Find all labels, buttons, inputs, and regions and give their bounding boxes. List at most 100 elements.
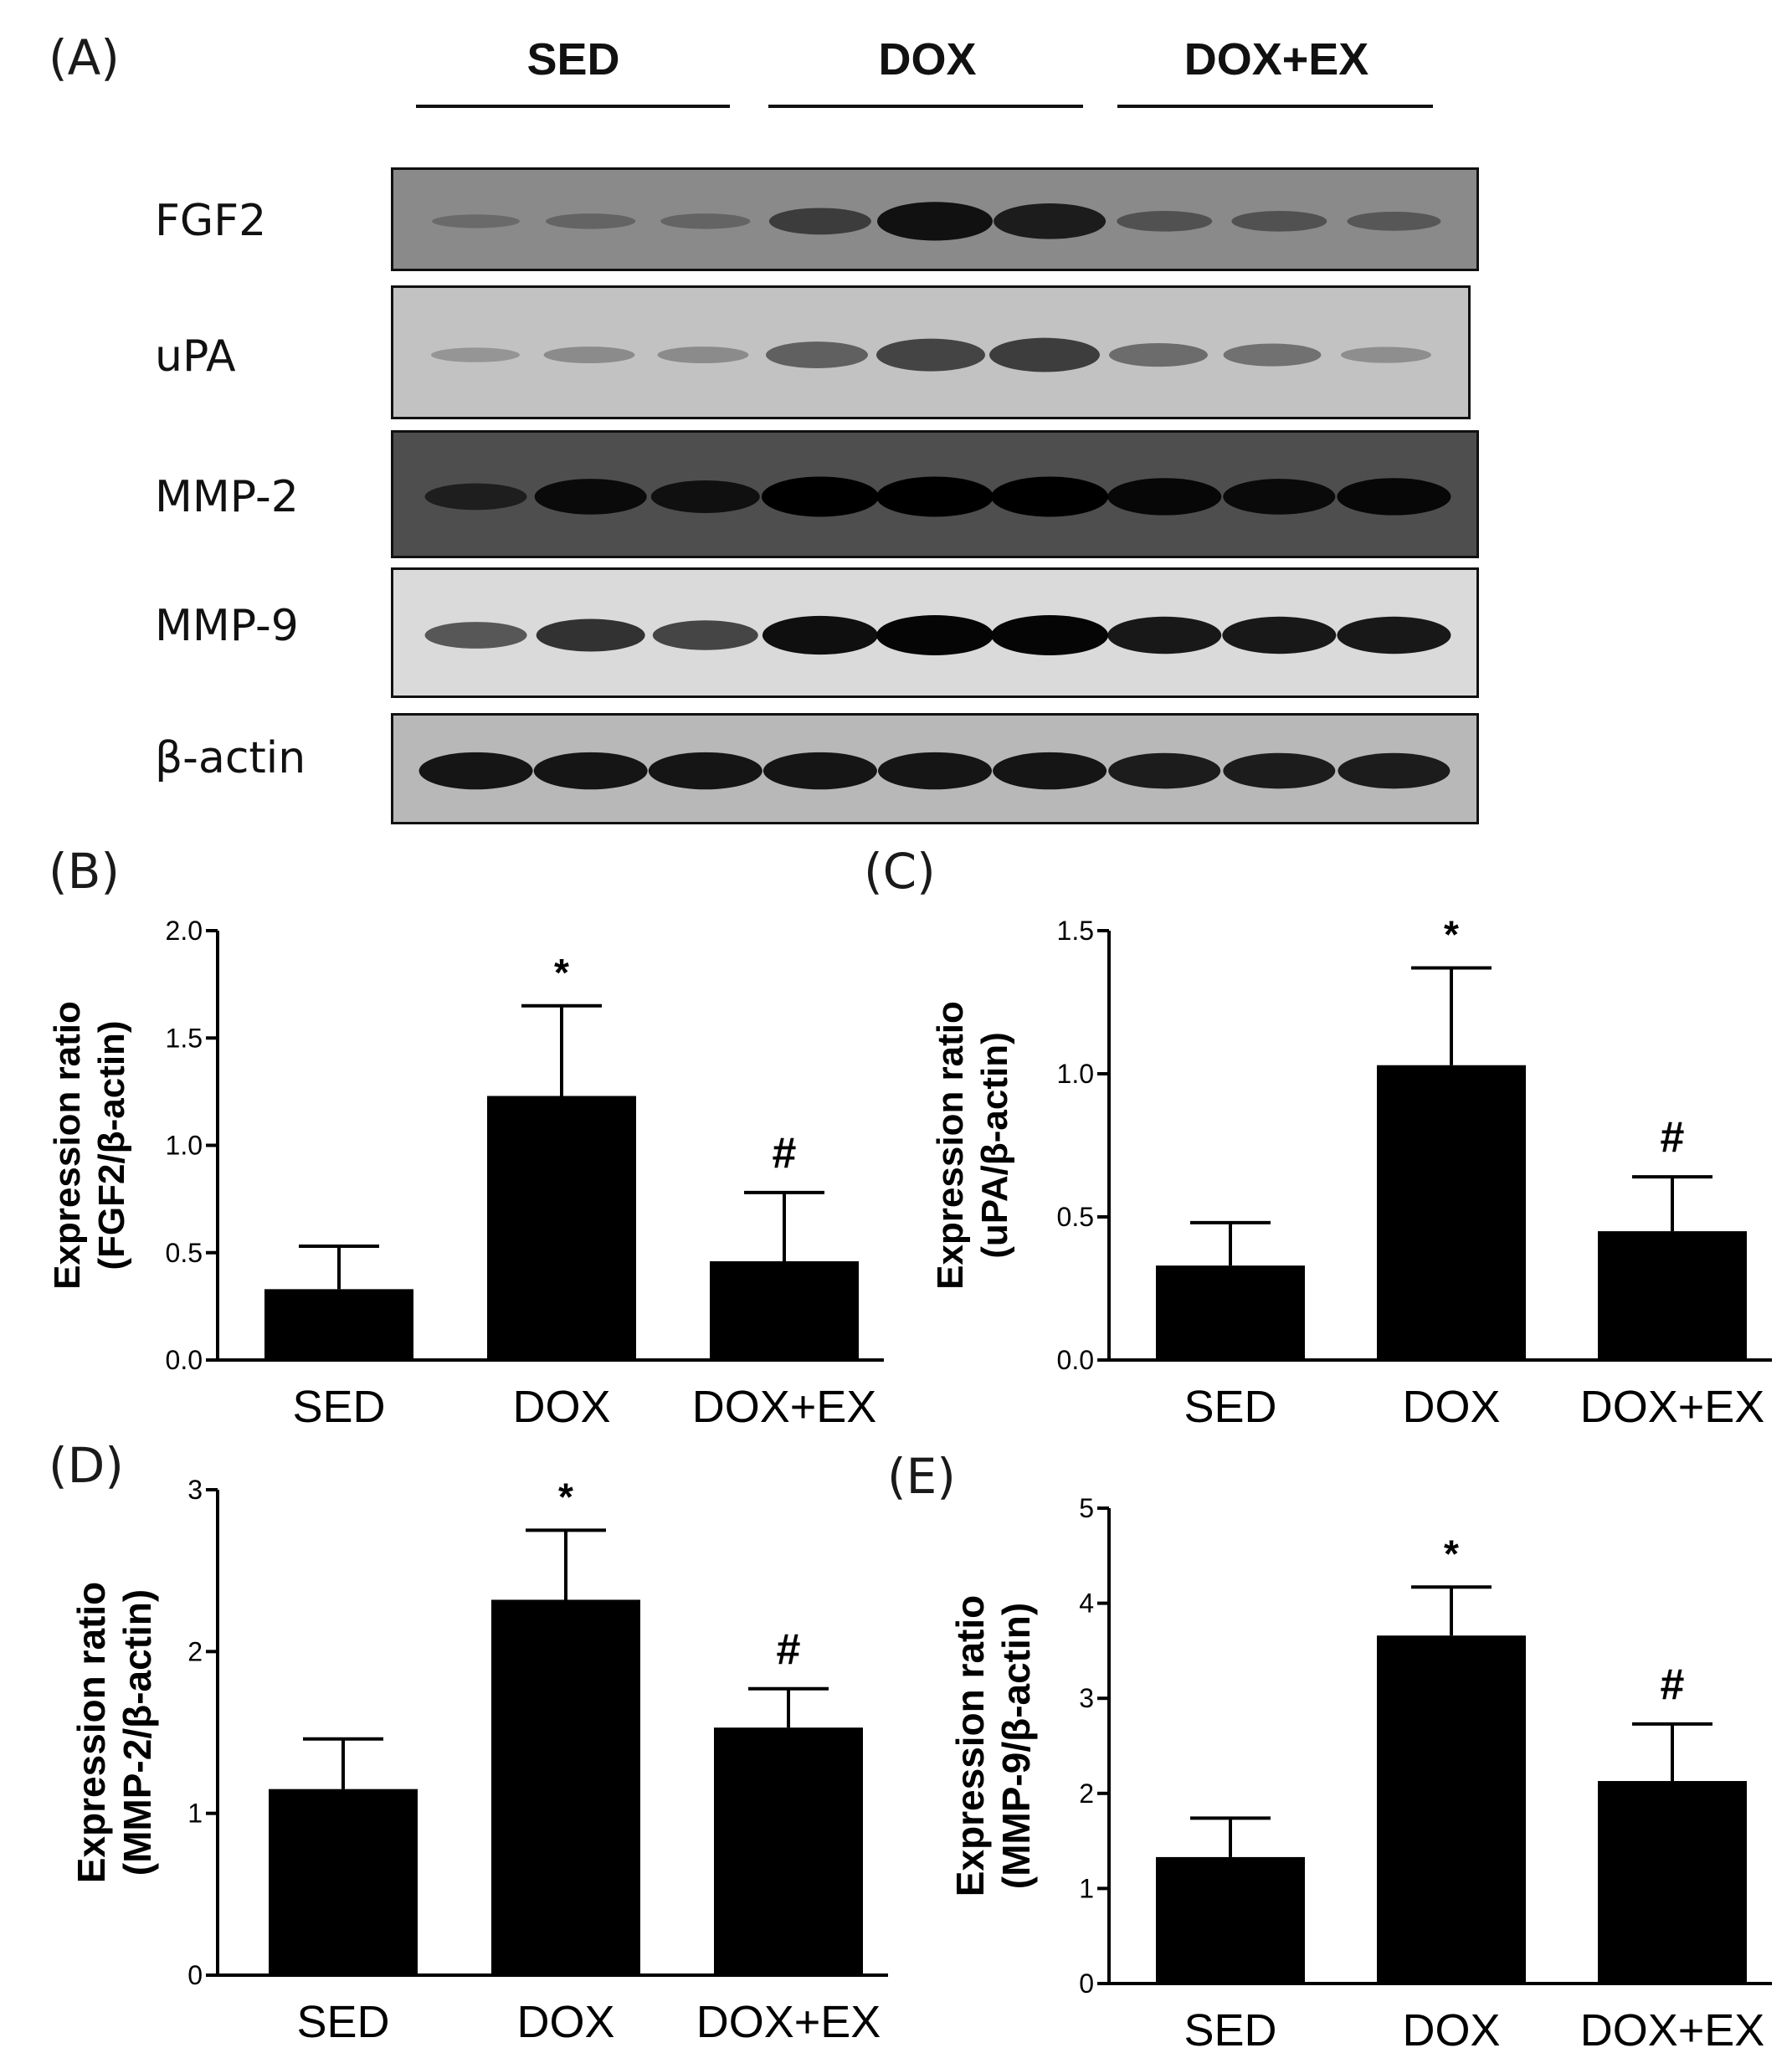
blot-band-lane-4 bbox=[762, 615, 878, 655]
y-axis-label: Expression ratio bbox=[47, 1001, 88, 1290]
y-tick-label: 0.5 bbox=[1057, 1202, 1094, 1232]
bar-dox-ex bbox=[710, 1261, 859, 1360]
blot-band-lane-5 bbox=[876, 338, 985, 372]
blot-band-lane-2 bbox=[543, 346, 635, 364]
blot-strip-mmp2 bbox=[391, 430, 1479, 558]
blot-band-lane-3 bbox=[657, 346, 749, 364]
y-tick-label: 1.5 bbox=[1057, 916, 1094, 946]
panel-b-letter: (B) bbox=[49, 843, 121, 900]
x-tick-label-dox-ex: DOX+EX bbox=[692, 1382, 877, 1432]
y-axis-label: Expression ratio bbox=[930, 1001, 971, 1290]
blot-band-lane-4 bbox=[766, 341, 868, 368]
blot-band-lane-2 bbox=[534, 479, 647, 515]
significance-star: * bbox=[1444, 912, 1459, 956]
blot-label-upa: uPA bbox=[155, 331, 236, 382]
blot-band-lane-3 bbox=[652, 620, 758, 650]
chart-b-fgf2: 0.0 0.5 1.0 1.5 2.0 Expression ratio (FGF2/β-a… bbox=[47, 916, 884, 1432]
panel-d-letter: (D) bbox=[49, 1437, 124, 1494]
y-axis-label-unit: (uPA/β-actin) bbox=[974, 1032, 1015, 1258]
blot-band-lane-1 bbox=[418, 752, 533, 790]
significance-star: * bbox=[558, 1475, 573, 1518]
bar-sed bbox=[1156, 1856, 1305, 1984]
blot-band-lane-1 bbox=[432, 214, 520, 228]
blot-label-mmp2: MMP-2 bbox=[155, 472, 299, 522]
blot-strip-upa bbox=[391, 285, 1471, 419]
blot-band-lane-1 bbox=[431, 347, 520, 362]
x-tick-label-sed: SED bbox=[292, 1382, 385, 1432]
blot-band-lane-7 bbox=[1107, 616, 1222, 654]
blot-band-lane-9 bbox=[1338, 752, 1451, 789]
y-axis-label-unit: (MMP-9/β-actin) bbox=[994, 1603, 1038, 1889]
blot-strip-fgf2 bbox=[391, 167, 1479, 271]
blot-band-lane-6 bbox=[991, 615, 1109, 655]
y-axis-label-unit: (FGF2/β-actin) bbox=[91, 1020, 132, 1270]
y-tick-label: 0.0 bbox=[166, 1345, 203, 1375]
blot-band-lane-6 bbox=[993, 752, 1107, 790]
y-tick-label: 1.5 bbox=[166, 1023, 203, 1053]
blot-band-lane-5 bbox=[877, 202, 993, 241]
y-tick-label: 2 bbox=[187, 1636, 203, 1666]
blot-band-lane-2 bbox=[536, 618, 645, 652]
group-line-sed bbox=[416, 105, 730, 108]
y-tick-label: 3 bbox=[187, 1475, 203, 1505]
blot-band-lane-8 bbox=[1222, 616, 1337, 654]
significance-star: * bbox=[1444, 1532, 1459, 1575]
group-label-sed: SED bbox=[526, 34, 620, 85]
bar-dox bbox=[487, 1096, 636, 1360]
blot-label-fgf2: FGF2 bbox=[155, 196, 267, 246]
y-tick-label: 1.0 bbox=[1057, 1059, 1094, 1089]
panel-a-letter: (A) bbox=[49, 29, 120, 86]
blot-band-lane-7 bbox=[1109, 342, 1208, 367]
bar-dox-ex bbox=[1598, 1231, 1747, 1360]
group-line-dox bbox=[768, 105, 1083, 108]
blot-band-lane-9 bbox=[1341, 346, 1431, 363]
y-tick-label: 0 bbox=[187, 1960, 203, 1990]
group-label-dox-ex: DOX+EX bbox=[1184, 34, 1369, 85]
blot-band-lane-8 bbox=[1231, 211, 1327, 232]
blot-band-lane-3 bbox=[660, 213, 751, 229]
significance-hash: # bbox=[1661, 1660, 1685, 1709]
blot-band-lane-7 bbox=[1107, 478, 1222, 516]
y-tick-label: 1 bbox=[1079, 1873, 1094, 1903]
blot-strip-mmp9 bbox=[391, 567, 1479, 698]
blot-band-lane-5 bbox=[876, 615, 994, 655]
blot-band-lane-3 bbox=[648, 752, 762, 790]
y-tick-label: 0.5 bbox=[166, 1238, 203, 1268]
y-axis-label: Expression ratio bbox=[948, 1595, 992, 1896]
x-tick-label-sed: SED bbox=[1184, 1382, 1276, 1432]
significance-hash: # bbox=[1661, 1113, 1685, 1162]
bar-dox-ex bbox=[714, 1727, 863, 1975]
y-tick-label: 5 bbox=[1079, 1493, 1094, 1523]
y-tick-label: 1 bbox=[187, 1799, 203, 1829]
blot-band-lane-8 bbox=[1223, 479, 1336, 515]
blot-band-lane-7 bbox=[1117, 211, 1213, 232]
x-tick-label-dox: DOX bbox=[512, 1382, 610, 1432]
x-tick-label-dox: DOX bbox=[1402, 2005, 1500, 2053]
blot-band-lane-7 bbox=[1108, 752, 1221, 789]
chart-e-mmp9: 0 1 2 3 4 5 Expression ratio (MMP-9/β-actin) SED… bbox=[948, 1493, 1772, 2053]
x-tick-label-dox: DOX bbox=[1402, 1382, 1500, 1432]
y-axis-label: Expression ratio bbox=[69, 1582, 113, 1883]
y-tick-label: 4 bbox=[1079, 1589, 1094, 1619]
panel-e-letter: (E) bbox=[887, 1448, 956, 1505]
y-tick-label: 2.0 bbox=[166, 916, 203, 946]
bar-dox bbox=[1377, 1635, 1526, 1984]
blot-band-lane-4 bbox=[761, 476, 879, 517]
significance-hash: # bbox=[777, 1625, 801, 1674]
blot-band-lane-9 bbox=[1337, 616, 1451, 654]
y-tick-label: 2 bbox=[1079, 1778, 1094, 1809]
bar-dox bbox=[1377, 1065, 1526, 1360]
panel-c-letter: (C) bbox=[864, 843, 936, 900]
significance-hash: # bbox=[773, 1129, 797, 1178]
x-tick-label-dox-ex: DOX+EX bbox=[696, 1997, 881, 2047]
bar-dox bbox=[491, 1599, 640, 1975]
y-tick-label: 1.0 bbox=[166, 1131, 203, 1161]
blot-band-lane-6 bbox=[989, 337, 1100, 372]
bar-sed bbox=[1156, 1265, 1305, 1360]
blot-band-lane-6 bbox=[994, 203, 1107, 239]
group-line-dox-ex bbox=[1117, 105, 1433, 108]
chart-c-upa: 0.0 0.5 1.0 1.5 Expression ratio (uPA/β-actin… bbox=[930, 912, 1772, 1432]
x-tick-label-dox-ex: DOX+EX bbox=[1580, 2005, 1765, 2053]
blot-band-lane-3 bbox=[650, 480, 760, 513]
blot-band-lane-8 bbox=[1223, 343, 1322, 367]
